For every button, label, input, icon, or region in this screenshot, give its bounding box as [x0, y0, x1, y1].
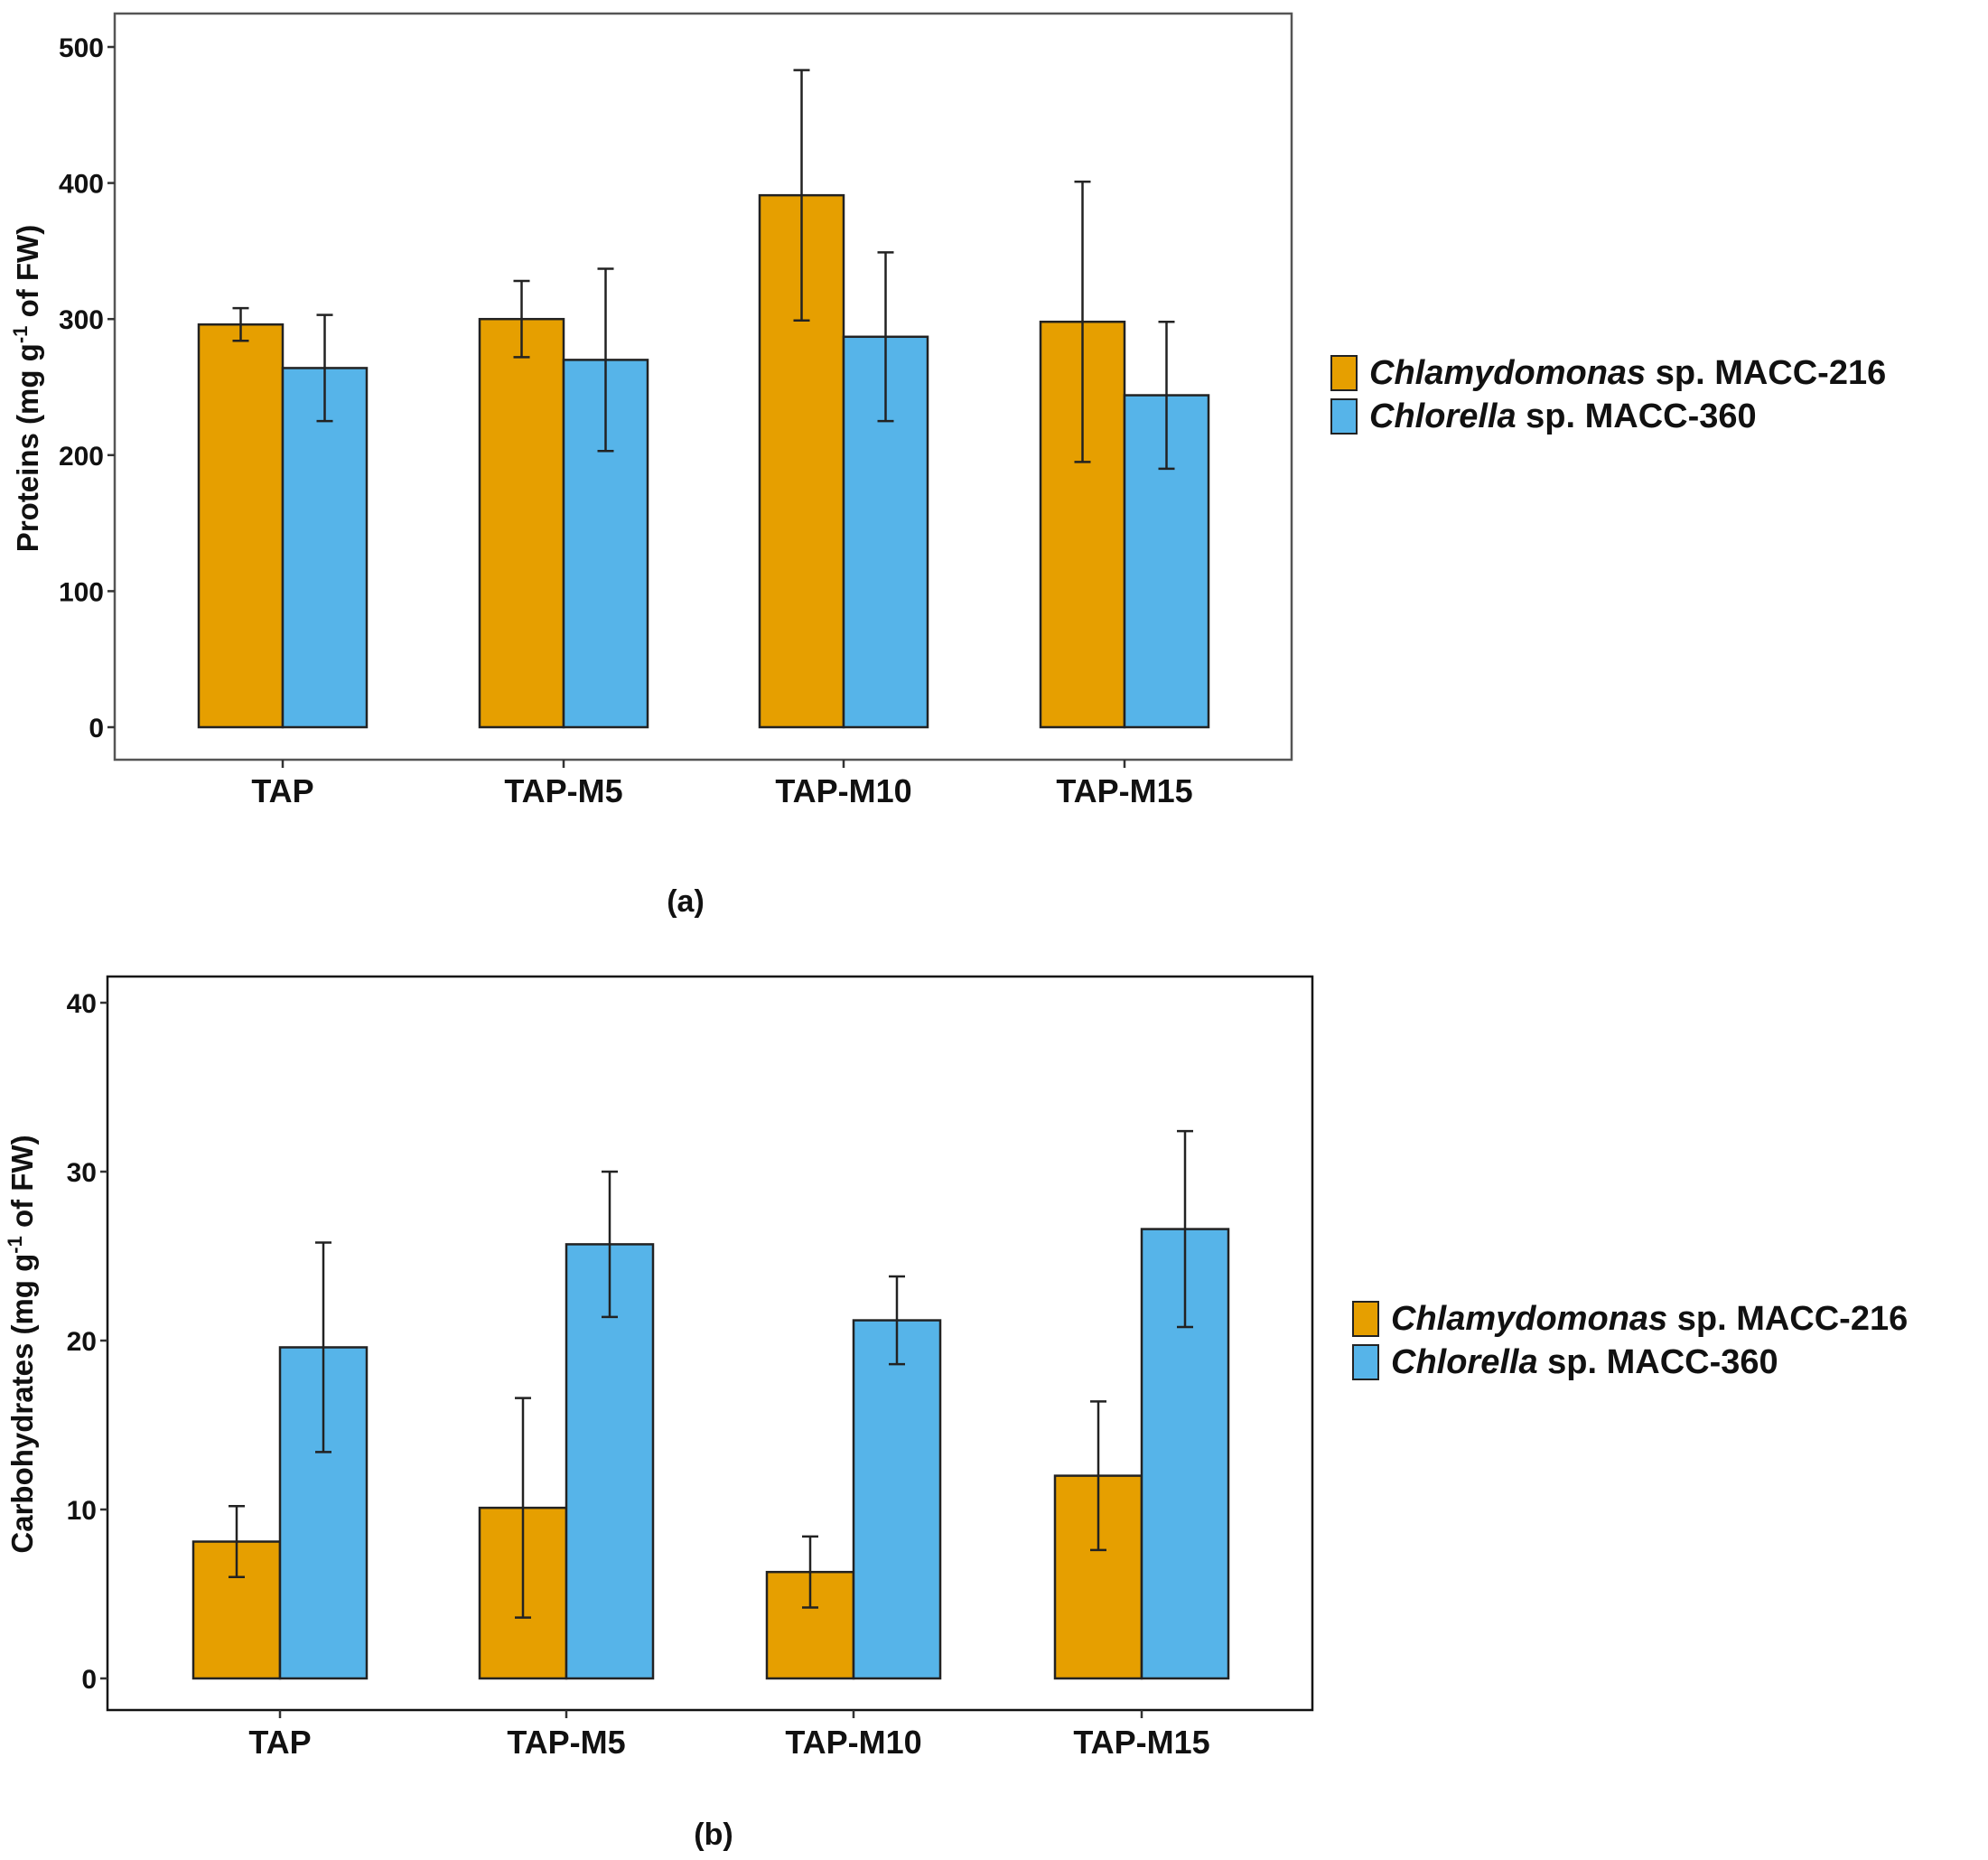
bar-series-b-tap	[281, 367, 369, 729]
error-bar	[793, 69, 810, 322]
x-tick-label: TAP	[251, 772, 313, 809]
legend-swatch-series-b	[1330, 398, 1358, 435]
panel-label: (a)	[667, 884, 705, 919]
legend-rest: sp. MACC-216	[1646, 354, 1886, 392]
x-tick-label: TAP-M10	[775, 772, 911, 809]
error-bars	[232, 69, 1175, 471]
plot-frame	[106, 975, 1314, 1712]
bars	[197, 193, 1210, 729]
legend-rest: sp. MACC-216	[1667, 1300, 1908, 1338]
legend-swatch-series-b	[1352, 1344, 1379, 1380]
x-tick-label: TAP-M15	[1073, 1724, 1209, 1761]
legend: Chlamydomonas sp. MACC-216 Chlorella sp.…	[1352, 1300, 1908, 1381]
error-bar	[232, 306, 249, 342]
error-bar	[1074, 180, 1091, 463]
error-bar	[802, 1535, 818, 1609]
x-axis: TAP TAP-M5 TAP-M10 TAP-M15	[251, 760, 1193, 809]
plot-frame	[113, 12, 1293, 762]
bar-series-a-tap-m5	[478, 317, 565, 729]
legend-rest: sp. MACC-360	[1517, 397, 1757, 435]
bars	[191, 1228, 1230, 1680]
x-axis: TAP TAP-M5 TAP-M10 TAP-M15	[248, 1710, 1210, 1761]
legend: Chlamydomonas sp. MACC-216 Chlorella sp.…	[1330, 354, 1886, 435]
error-bar	[597, 267, 614, 453]
error-bar	[1090, 1400, 1106, 1552]
chart-panel-b: 0 10 20 30 40 TAP TAP-M5 TAP-M10 TAP-M15 Carboh…	[4, 975, 1908, 1852]
y-axis-title: Carbohydrates (mg g-1 of FW)	[4, 1135, 39, 1553]
legend-label-series-b: Chlorella sp. MACC-360	[1391, 1343, 1778, 1381]
y-axis-title-unit: of FW)	[5, 1135, 39, 1236]
error-bar	[877, 251, 894, 423]
y-tick-label: 400	[59, 170, 104, 200]
y-axis-title-main: Carbohydrates (mg g	[5, 1254, 39, 1554]
legend-italic: Chlorella	[1369, 397, 1517, 435]
x-tick-label: TAP-M15	[1056, 772, 1192, 809]
legend-italic: Chlorella	[1391, 1343, 1538, 1381]
y-tick-label: 30	[67, 1158, 97, 1188]
y-axis-title: Proteins (mg g-1 of FW)	[9, 225, 44, 552]
bar-series-a-tap	[197, 322, 285, 729]
y-axis-title-superscript: -1	[9, 326, 32, 344]
legend-italic: Chlamydomonas	[1369, 354, 1646, 392]
y-tick-label: 0	[81, 1665, 97, 1695]
error-bar	[1158, 320, 1175, 471]
legend-label-series-a: Chlamydomonas sp. MACC-216	[1391, 1300, 1908, 1338]
y-tick-label: 500	[59, 33, 104, 63]
error-bar	[513, 279, 530, 359]
error-bar	[315, 1241, 331, 1453]
legend-label-series-b: Chlorella sp. MACC-360	[1369, 397, 1757, 435]
error-bar	[889, 1275, 905, 1366]
legend-swatch-series-a	[1352, 1301, 1379, 1337]
error-bar	[1177, 1129, 1193, 1329]
x-tick-label: TAP-M5	[507, 1724, 625, 1761]
y-tick-label: 0	[89, 714, 104, 743]
y-axis-title-unit: of FW)	[11, 225, 44, 326]
x-tick-label: TAP-M5	[504, 772, 622, 809]
y-tick-label: 300	[59, 305, 104, 335]
y-tick-label: 200	[59, 442, 104, 472]
error-bars	[229, 1129, 1193, 1619]
legend-label-series-a: Chlamydomonas sp. MACC-216	[1369, 354, 1886, 392]
x-tick-label: TAP	[248, 1724, 311, 1761]
y-axis: 0 100 200 300 400 500	[59, 33, 115, 743]
error-bar	[229, 1505, 245, 1579]
y-tick-label: 20	[67, 1327, 97, 1357]
bar-series-b-tap-m10	[842, 335, 929, 729]
y-axis: 0 10 20 30 40	[67, 989, 107, 1695]
legend-swatch-series-a	[1330, 355, 1358, 391]
y-axis-title-superscript: -1	[4, 1236, 26, 1254]
legend-italic: Chlamydomonas	[1391, 1300, 1667, 1338]
error-bar	[602, 1170, 618, 1319]
chart-panel-a: 0 100 200 300 400 500 TAP TAP-M5 TAP-M10 TAP-M15…	[9, 12, 1886, 919]
legend-rest: sp. MACC-360	[1538, 1343, 1778, 1381]
y-tick-label: 40	[67, 989, 97, 1019]
y-tick-label: 100	[59, 577, 104, 607]
panel-label: (b)	[694, 1818, 733, 1852]
bar-series-b-tap-m10	[852, 1319, 942, 1680]
x-tick-label: TAP-M10	[785, 1724, 921, 1761]
error-bar	[515, 1397, 531, 1619]
y-tick-label: 10	[67, 1496, 97, 1526]
y-axis-title-main: Proteins (mg g	[11, 343, 44, 552]
error-bar	[316, 313, 333, 423]
